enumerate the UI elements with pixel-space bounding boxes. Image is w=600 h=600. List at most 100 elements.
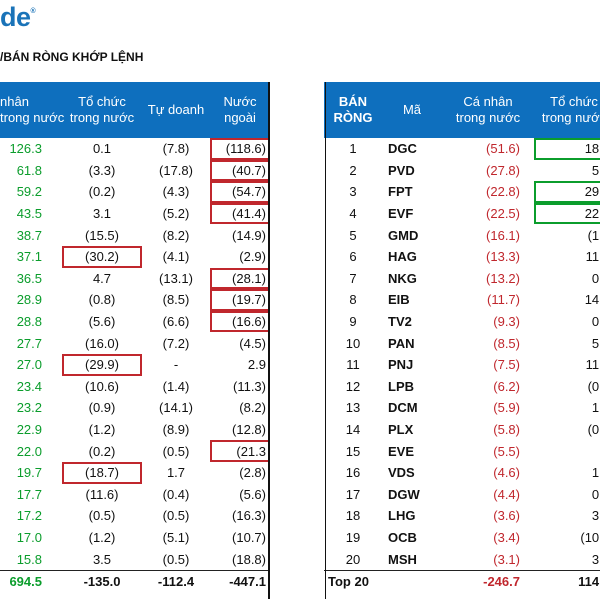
cell-institution: 4.7 <box>92 270 112 286</box>
table-row: 14 PLX (5.8) (0.2 <box>324 419 600 441</box>
cell-ticker: LHG <box>388 508 416 524</box>
cell-rank: 13 <box>345 400 361 416</box>
cell-individual: 22.9 <box>16 422 42 438</box>
table-row: 22.9 (1.2) (8.9) (12.8) <box>0 419 270 441</box>
cell-rank: 1 <box>349 141 357 157</box>
cell-individual: 28.8 <box>16 314 42 330</box>
cell-individual: 17.2 <box>16 508 42 524</box>
cell-proprietary: (5.1) <box>162 529 190 545</box>
cell-rank: 19 <box>345 529 361 545</box>
cell-individual: 17.0 <box>16 529 42 545</box>
table-row: 37.1 (30.2) (4.1) (2.9) <box>0 245 270 268</box>
cell-individual: 36.5 <box>16 270 42 286</box>
cell-institution: 29.1 <box>534 181 600 203</box>
cell-institution: (11.6) <box>85 486 119 502</box>
cell-foreign: (4.5) <box>239 335 266 351</box>
table-row: 13 DCM (5.9) 1.0 <box>324 397 600 419</box>
table-row: 17.0 (1.2) (5.1) (10.7) <box>0 527 270 549</box>
total-label: Top 20 <box>324 569 442 593</box>
total-cell: -112.4 <box>142 569 210 593</box>
cell-rank: 4 <box>349 206 357 222</box>
cell-institution: (0.1 <box>587 378 600 394</box>
cell-proprietary: - <box>173 357 179 373</box>
logo-registered-mark: ® <box>30 8 36 15</box>
cell-individual: 23.2 <box>16 400 42 416</box>
cell-institution: - <box>534 440 600 462</box>
cell-individual: (3.4) <box>493 529 520 545</box>
cell-foreign: (8.2) <box>239 400 266 416</box>
cell-foreign: (5.6) <box>239 486 266 502</box>
cell-rank: 2 <box>349 162 357 178</box>
col-header-net-sell-rank: BÁN RÒNG <box>324 82 382 138</box>
right-table-left-border <box>325 82 326 599</box>
cell-rank: 16 <box>345 465 361 481</box>
table-row: 38.7 (15.5) (8.2) (14.9) <box>0 224 270 246</box>
total-cell: -135.0 <box>62 569 142 593</box>
cell-institution: 11.6 <box>585 357 600 373</box>
cell-ticker: DGW <box>388 486 420 502</box>
cell-individual: 19.7 <box>16 465 42 481</box>
cell-institution: 18.3 <box>534 138 600 160</box>
cell-foreign: (28.1) <box>210 267 270 290</box>
cell-individual: 22.0 <box>16 443 42 459</box>
cell-ticker: PNJ <box>388 357 414 373</box>
cell-individual: (9.3) <box>493 314 520 330</box>
left-table-body: 126.3 0.1 (7.8) (118.6) 61.8 (3.3) (17.8) (40.7… <box>0 138 270 593</box>
table-row: 3 FPT (22.8) 29.1 <box>324 181 600 203</box>
cell-ticker: PAN <box>388 335 415 351</box>
total-cell: -447.1 <box>210 569 270 593</box>
cell-institution: (0.9) <box>88 400 116 416</box>
cell-rank: 17 <box>345 486 361 502</box>
cell-institution: 3.5 <box>92 551 112 567</box>
cell-institution: 0.2 <box>591 314 600 330</box>
cell-rank: 10 <box>345 335 361 351</box>
col-header-institution-right: Tổ chức trong nước <box>534 82 600 138</box>
cell-individual: (22.5) <box>486 206 520 222</box>
cell-individual: (6.2) <box>493 378 520 394</box>
cell-institution: (30.2) <box>62 245 142 268</box>
table-row: 17.7 (11.6) (0.4) (5.6) <box>0 484 270 506</box>
cell-foreign: (41.4) <box>210 202 270 225</box>
cell-proprietary: (0.4) <box>162 486 190 502</box>
cell-ticker: DCM <box>388 400 418 416</box>
cell-proprietary: 1.7 <box>166 465 186 481</box>
table-row: 36.5 4.7 (13.1) (28.1) <box>0 267 270 290</box>
left-header-row: nhân trong nước Tổ chức trong nước Tự do… <box>0 82 270 138</box>
cell-rank: 6 <box>349 249 357 265</box>
cell-rank: 15 <box>345 443 361 459</box>
cell-foreign: (18.8) <box>232 551 266 567</box>
cell-foreign: (118.6) <box>210 138 270 160</box>
right-table-body: 1 DGC (51.6) 18.3 2 PVD (27.8) 5.4 3 FPT (22.8) 29.… <box>324 138 600 593</box>
cell-proprietary: (13.1) <box>159 270 193 286</box>
col-header-individual: nhân trong nước <box>0 82 64 138</box>
cell-individual: (5.8) <box>493 422 520 438</box>
cell-institution: (0.2 <box>587 422 600 438</box>
cell-institution: (0.5) <box>88 508 116 524</box>
cell-institution: 5.8 <box>591 335 600 351</box>
cell-proprietary: (0.5) <box>162 443 190 459</box>
total-cell: 114.7 <box>534 569 600 593</box>
cell-proprietary: (4.1) <box>162 249 190 265</box>
table-row: 59.2 (0.2) (4.3) (54.7) <box>0 181 270 203</box>
total-cell: 694.5 <box>0 569 62 593</box>
cell-individual: 17.7 <box>16 486 42 502</box>
col-header-ticker: Mã <box>382 82 442 138</box>
cell-foreign: (19.7) <box>210 289 270 311</box>
cell-rank: 18 <box>345 508 361 524</box>
cell-foreign: (16.6) <box>210 310 270 333</box>
cell-proprietary: (0.5) <box>162 508 190 524</box>
cell-institution: 3.4 <box>591 508 600 524</box>
cell-proprietary: (8.5) <box>162 292 190 308</box>
col-header-proprietary: Tự doanh <box>142 82 210 138</box>
page-subtitle: /BÁN RÒNG KHỚP LỆNH <box>0 50 144 64</box>
cell-institution: (15.5) <box>85 227 119 243</box>
cell-individual: (27.8) <box>486 162 520 178</box>
cell-foreign: (11.3) <box>233 378 266 394</box>
right-net-sell-table: BÁN RÒNG Mã Cá nhân trong nước Tổ chức t… <box>324 82 600 593</box>
cell-individual: (51.6) <box>486 141 520 157</box>
cell-foreign: (16.3) <box>232 508 266 524</box>
col-header-foreign: Nước ngoài <box>210 82 270 138</box>
cell-institution: (29.9) <box>62 353 142 376</box>
cell-ticker: HAG <box>388 249 417 265</box>
table-row: 19 OCB (3.4) (10.6 <box>324 527 600 549</box>
